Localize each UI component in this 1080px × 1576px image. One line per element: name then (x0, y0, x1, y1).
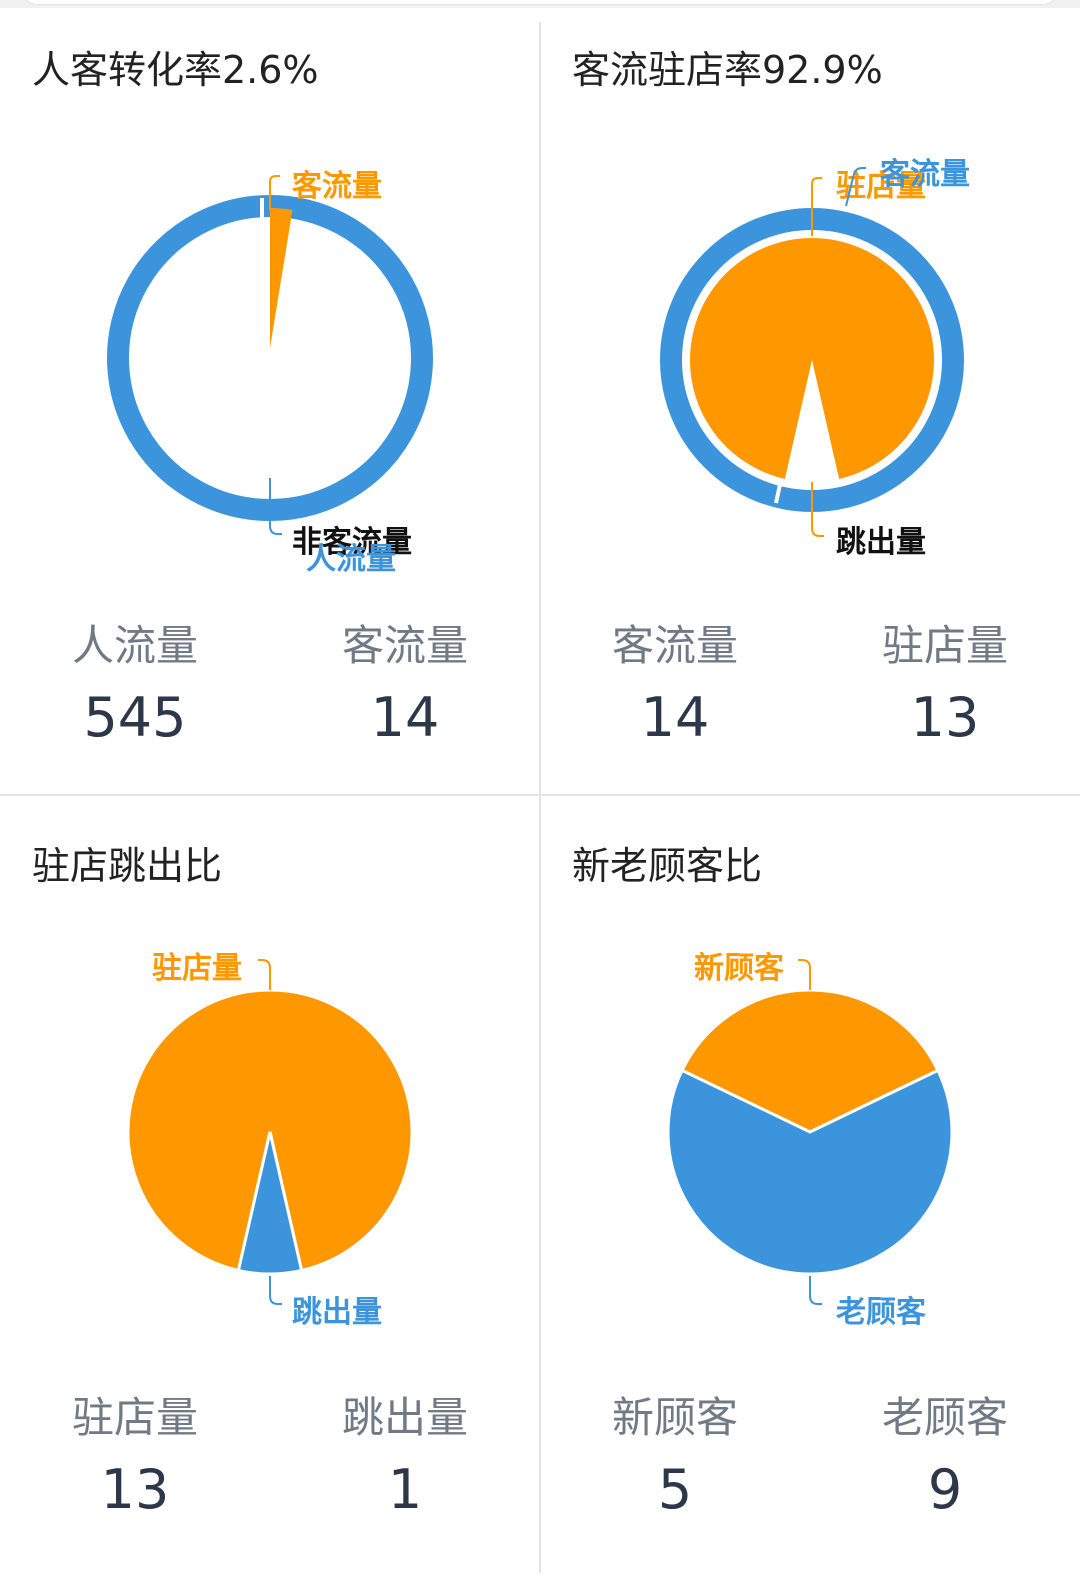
panel-stay-bounce-ratio: 驻店跳出比 驻店量 跳出量 驻店量 13 跳出量 1 (0, 796, 540, 1576)
stat-value: 9 (927, 1458, 963, 1521)
stat-label: 客流量 (341, 621, 468, 670)
stat-stay: 驻店量 13 (0, 1390, 270, 1520)
stat-foot-traffic: 人流量 545 (0, 618, 270, 748)
stay-bounce-pie-chart: 驻店量 跳出量 (126, 951, 414, 1330)
panel-title: 客流驻店率92.9% (572, 48, 883, 92)
leader-line-customer-flow (845, 167, 866, 207)
stay-slice (690, 237, 934, 479)
stat-value: 1 (387, 1458, 423, 1521)
stat-label: 驻店量 (71, 1393, 198, 1442)
stat-label: 驻店量 (881, 621, 1008, 670)
leader-line-customer-flow (269, 175, 280, 210)
pie-slice-old-customers (666, 1068, 954, 1276)
stat-label: 新顾客 (611, 1393, 738, 1442)
stat-value: 13 (910, 686, 980, 749)
panel-title: 新老顾客比 (572, 844, 763, 888)
outer-ring-foot-traffic (107, 195, 433, 521)
stat-value: 14 (640, 686, 710, 749)
stat-label: 人流量 (71, 621, 198, 670)
label-customer-flow: 客流量 (292, 169, 382, 204)
leader-line-old-customers (809, 1276, 822, 1305)
label-new-customers: 新顾客 (694, 951, 784, 986)
leader-line-stay (811, 177, 822, 236)
new-old-customer-pie-chart: 新顾客 老顾客 (666, 951, 954, 1330)
leader-line-new-customers (798, 959, 811, 990)
label-customer-flow: 客流量 (880, 157, 970, 192)
panel-new-old-customer-ratio: 新老顾客比 新顾客 老顾客 新顾客 5 老顾客 9 (540, 796, 1080, 1576)
panel-conversion-rate: 人客转化率2.6% 客流量 非客流量 人流量 人流量 545 客流量 14 (0, 0, 540, 780)
pie-slice-new-customers (680, 988, 940, 1134)
panel-title: 驻店跳出比 (32, 844, 223, 888)
stat-value: 13 (100, 1458, 170, 1521)
stat-customer-flow: 客流量 14 (540, 618, 810, 748)
stat-customer-flow: 客流量 14 (270, 618, 540, 748)
panel-stay-rate: 客流驻店率92.9% 驻店量 客流量 跳出量 客流量 14 驻店量 13 (540, 0, 1080, 780)
stat-new-customers: 新顾客 5 (540, 1390, 810, 1520)
stat-label: 跳出量 (341, 1393, 468, 1442)
stat-old-customers: 老顾客 9 (810, 1390, 1080, 1520)
vertical-divider (539, 22, 541, 1573)
stat-label: 客流量 (611, 621, 738, 670)
conversion-donut-chart: 客流量 非客流量 人流量 (107, 169, 433, 577)
stat-value: 545 (83, 686, 187, 749)
stat-bounce: 跳出量 1 (270, 1390, 540, 1520)
leader-line-stay (258, 959, 271, 990)
leader-line-bounce (811, 482, 824, 537)
label-stay: 驻店量 (152, 951, 242, 986)
pie-slice-stay (126, 988, 414, 1273)
pie-slice-bounce (236, 1131, 304, 1276)
leader-line-non-customer-flow (269, 478, 282, 535)
label-bounce: 跳出量 (292, 1295, 382, 1330)
stat-value: 5 (657, 1458, 693, 1521)
top-strip (0, 0, 1080, 8)
customer-flow-slice (270, 208, 293, 348)
stay-rate-donut-chart: 驻店量 客流量 跳出量 (660, 157, 970, 560)
stat-value: 14 (370, 686, 440, 749)
stat-stay: 驻店量 13 (810, 618, 1080, 748)
horizontal-divider (0, 794, 1080, 796)
label-foot-traffic: 人流量 (306, 542, 396, 577)
stat-label: 老顾客 (881, 1393, 1008, 1442)
panel-title: 人客转化率2.6% (32, 48, 319, 92)
label-old-customers: 老顾客 (836, 1295, 926, 1330)
label-bounce: 跳出量 (836, 525, 926, 560)
label-non-customer-flow: 非客流量 (292, 525, 412, 560)
leader-line-bounce (269, 1276, 282, 1305)
